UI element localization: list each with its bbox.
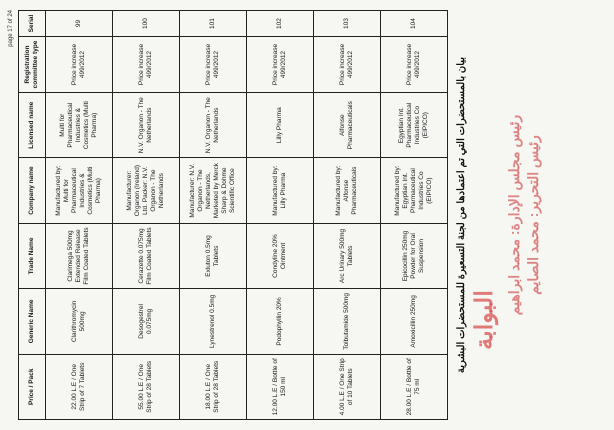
table-cell: Lynestrenol 0.5mg: [179, 288, 247, 355]
table-cell: 12.00 L.E / Bottle of 150 ml: [246, 354, 314, 420]
table-cell: 99: [45, 10, 113, 37]
table-cell: N.V. Organon - The Netherlands: [179, 92, 247, 158]
column-header: Trade Name: [18, 223, 46, 289]
table-cell: 102: [246, 10, 314, 37]
table-cell: Multi for Pharmaceutical Industries & Co…: [45, 92, 113, 158]
table-cell: 55.00 L.E / One Strip of 28 Tablets: [112, 354, 180, 420]
table-cell: Egyptian Int. Pharmaceutical Industries …: [380, 92, 448, 158]
table-row: 100 Price increase 499/2012 N.V. Organon -…: [112, 10, 180, 420]
table-row: 101 Price increase 499/2012 N.V. Organon -…: [179, 10, 247, 420]
watermark-logo: البوابة: [471, 290, 498, 350]
table-cell: Alfonse Pharmaceuticals: [313, 92, 381, 158]
table-cell: Price increase 499/2012: [45, 36, 113, 93]
table-cell: Desogestrel 0.075mg: [112, 288, 180, 355]
table-cell: Price increase 499/2012: [112, 36, 180, 93]
table-cell: 4.00 L.E / One Strip of 10 Tablets: [313, 354, 381, 420]
table-row: 102 Price increase 499/2012 Lilly Pharma Ma…: [246, 10, 314, 420]
table-cell: Manufacturer: N.V. Organon - The Netherl…: [179, 157, 247, 224]
table-cell: Lilly Pharma: [246, 92, 314, 158]
column-header: Registration committee type: [18, 36, 46, 93]
table-cell: Exluton 0.5mg Tablets: [179, 223, 247, 289]
table-cell: N.V. Organon - The Netherlands: [112, 92, 180, 158]
table-cell: Amoxicillin 250mg: [380, 288, 448, 355]
column-header: Company name: [18, 157, 46, 224]
table-cell: Cerazette 0.075mg Film Coated Tablets: [112, 223, 180, 289]
table-cell: Clarithromycin 500mg: [45, 288, 113, 355]
column-header: Serial: [18, 10, 46, 37]
table-cell: Manufactured by: Multi for Pharmaceutica…: [45, 157, 113, 224]
page-number: page 17 of 24: [8, 10, 14, 47]
table-cell: Clarimega 500mg Extended Release Film Co…: [45, 223, 113, 289]
table-cell: Price increase 499/2012: [313, 36, 381, 93]
table-cell: 101: [179, 10, 247, 37]
table-cell: Arc Urinary 500mg Tablets: [313, 223, 381, 289]
table-body: 99 Price increase 499/2012 Multi for Pharm…: [45, 10, 448, 420]
table-cell: Podophyllin 20%: [246, 288, 314, 355]
table-cell: Price increase 499/2012: [179, 36, 247, 93]
watermark-line: رئيس التحرير: محمد الصايم: [525, 135, 542, 295]
watermark: رئيس مجلس الإدارة: محمد ابراهيم رئيس التح…: [505, 40, 544, 390]
table-row: 99 Price increase 499/2012 Multi for Pharm…: [45, 10, 113, 420]
table-cell: Price increase 499/2012: [380, 36, 448, 93]
column-header: Generic Name: [18, 288, 46, 355]
column-header: Price / Pack: [18, 354, 46, 420]
table-cell: Tolbutamide 500mg: [313, 288, 381, 355]
table-cell: Manufactured by: Egyptian Int. Pharmaceu…: [380, 157, 448, 224]
table-cell: Epicocillin 250mg Powder for Oral Suspen…: [380, 223, 448, 289]
table-cell: Manufactured by: Alfonse Pharmaceuticals: [313, 157, 381, 224]
table-cell: Price increase 499/2012: [246, 36, 314, 93]
table-row: 104 Price increase 499/2012 Egyptian Int. …: [380, 10, 448, 420]
table-cell: 22.00 L.E / One Strip of 7 Tablets: [45, 354, 113, 420]
table-cell: 28.00 L.E / Bottle of 75 ml: [380, 354, 448, 420]
column-header: Licensed name: [18, 92, 46, 158]
price-table: Serial Registration committee type License…: [18, 10, 448, 420]
table-cell: Manufacturer: Organon (Ireland) Ltd. Pac…: [112, 157, 180, 224]
table-cell: 103: [313, 10, 381, 37]
header-row: Serial Registration committee type License…: [18, 10, 46, 420]
table-cell: Manufactured by: Lilly Pharma: [246, 157, 314, 224]
table-cell: 18.00 L.E / One Strip of 28 Tablets: [179, 354, 247, 420]
watermark-line: رئيس مجلس الإدارة: محمد ابراهيم: [505, 114, 522, 316]
table-cell: 100: [112, 10, 180, 37]
table-row: 103 Price increase 499/2012 Alfonse Pharma…: [313, 10, 381, 420]
table-cell: 104: [380, 10, 448, 37]
table-cell: Condyline 20% Ointment: [246, 223, 314, 289]
document-title: بيان بالمستحضرات التي تم اعتمادها من لجن…: [456, 56, 467, 374]
